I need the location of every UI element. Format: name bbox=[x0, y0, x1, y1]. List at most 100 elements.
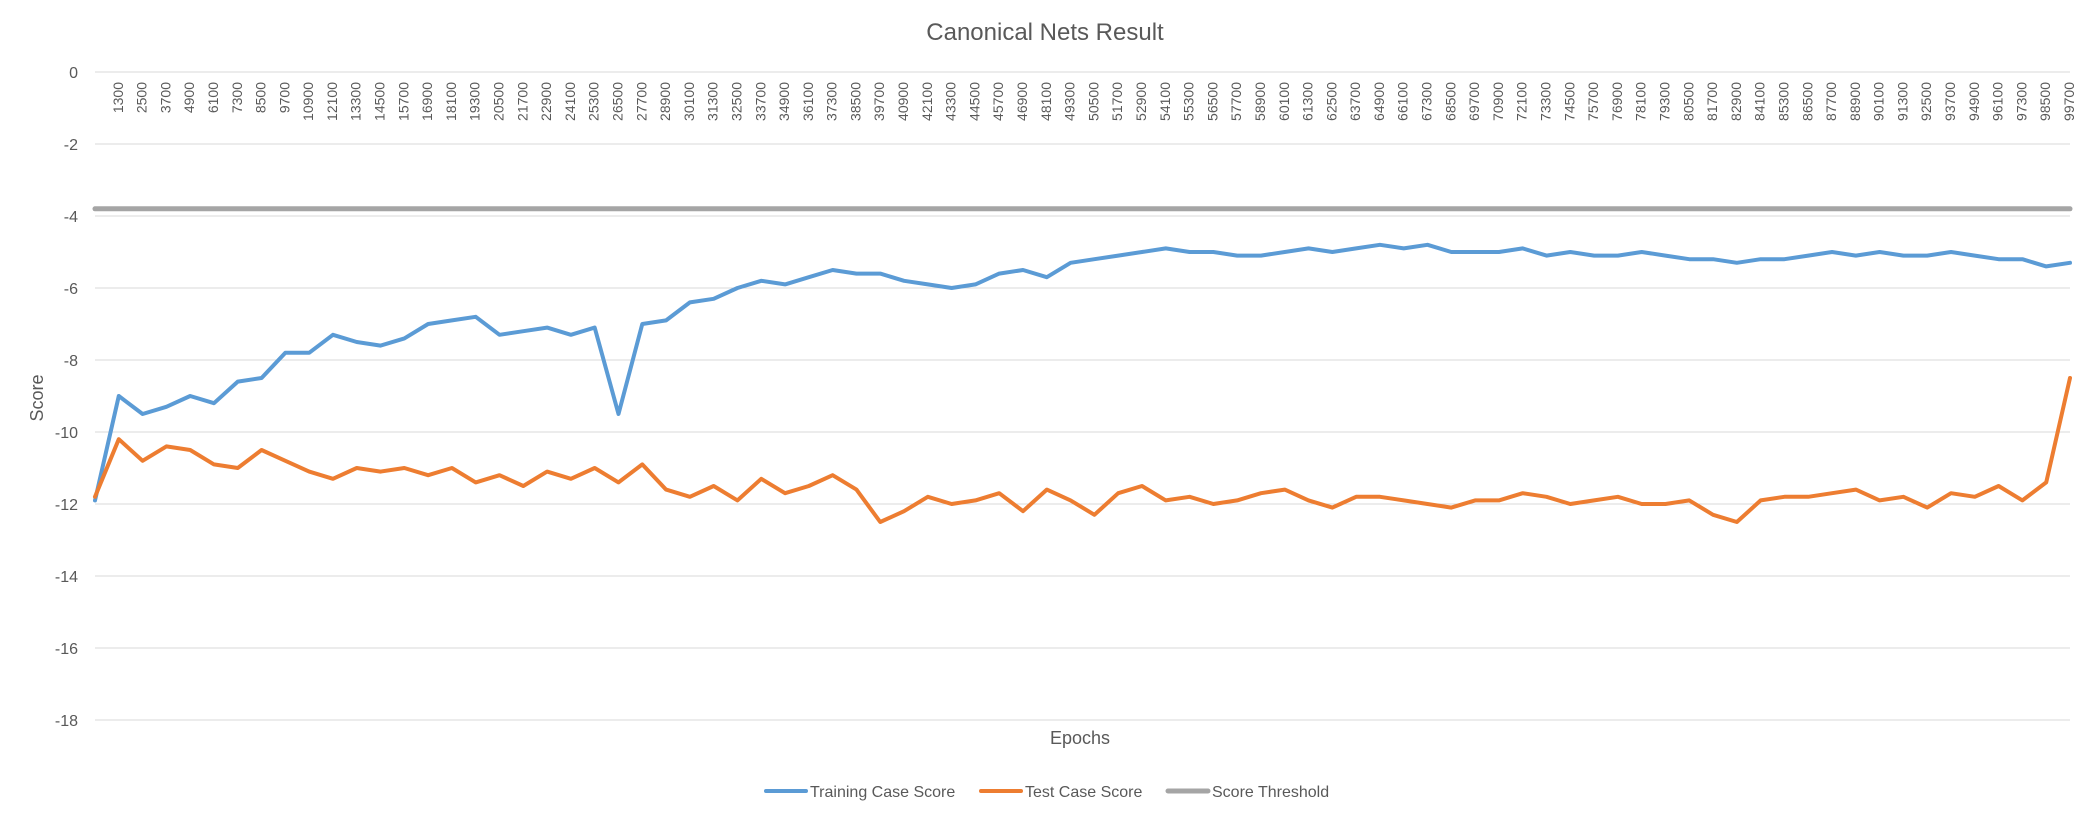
y-tick-label: -6 bbox=[64, 281, 78, 298]
x-tick-label: 30100 bbox=[681, 82, 697, 121]
x-tick-label: 62500 bbox=[1323, 82, 1339, 121]
x-tick-label: 99700 bbox=[2061, 82, 2077, 121]
x-tick-label: 52900 bbox=[1133, 82, 1149, 121]
x-tick-label: 16900 bbox=[419, 82, 435, 121]
x-tick-label: 61300 bbox=[1300, 82, 1316, 121]
x-tick-label: 93700 bbox=[1942, 82, 1958, 121]
x-tick-label: 85300 bbox=[1775, 82, 1791, 121]
x-tick-label: 4900 bbox=[181, 82, 197, 113]
x-tick-label: 39700 bbox=[871, 82, 887, 121]
x-tick-label: 9700 bbox=[276, 82, 292, 113]
x-tick-label: 42100 bbox=[919, 82, 935, 121]
y-tick-label: -8 bbox=[64, 353, 78, 370]
legend-label: Test Case Score bbox=[1025, 784, 1142, 801]
x-tick-label: 76900 bbox=[1609, 82, 1625, 121]
x-tick-label: 15700 bbox=[395, 82, 411, 121]
x-tick-label: 60100 bbox=[1276, 82, 1292, 121]
x-tick-label: 54100 bbox=[1157, 82, 1173, 121]
x-tick-label: 14500 bbox=[372, 82, 388, 121]
grid-lines bbox=[95, 71, 2070, 721]
x-tick-label: 24100 bbox=[562, 82, 578, 121]
x-tick-label: 56500 bbox=[1204, 82, 1220, 121]
x-tick-label: 32500 bbox=[728, 82, 744, 121]
x-tick-label: 26500 bbox=[609, 82, 625, 121]
legend-label: Score Threshold bbox=[1212, 784, 1329, 801]
x-tick-label: 38500 bbox=[847, 82, 863, 121]
x-tick-label: 49300 bbox=[1062, 82, 1078, 121]
x-tick-label: 7300 bbox=[229, 82, 245, 113]
x-tick-label: 48100 bbox=[1038, 82, 1054, 121]
x-tick-label: 3700 bbox=[157, 82, 173, 113]
x-tick-label: 44500 bbox=[966, 82, 982, 121]
y-tick-label: 0 bbox=[69, 65, 78, 82]
series-lines bbox=[92, 206, 2073, 524]
x-tick-label: 73300 bbox=[1538, 82, 1554, 121]
x-tick-label: 90100 bbox=[1871, 82, 1887, 121]
x-tick-label: 50500 bbox=[1085, 82, 1101, 121]
x-tick-label: 20500 bbox=[491, 82, 507, 121]
x-tick-label: 21700 bbox=[514, 82, 530, 121]
x-tick-label: 8500 bbox=[253, 82, 269, 113]
legend-label: Training Case Score bbox=[810, 784, 955, 801]
x-tick-label: 51700 bbox=[1109, 82, 1125, 121]
x-tick-label: 87700 bbox=[1823, 82, 1839, 121]
x-tick-label: 91300 bbox=[1894, 82, 1910, 121]
x-tick-label: 34900 bbox=[776, 82, 792, 121]
chart-title: Canonical Nets Result bbox=[926, 19, 1164, 46]
x-tick-label: 81700 bbox=[1704, 82, 1720, 121]
x-tick-label: 84100 bbox=[1752, 82, 1768, 121]
x-tick-label: 13300 bbox=[348, 82, 364, 121]
x-tick-label: 82900 bbox=[1728, 82, 1744, 121]
x-tick-label: 55300 bbox=[1181, 82, 1197, 121]
y-tick-label: -14 bbox=[55, 569, 78, 586]
x-tick-label: 31300 bbox=[705, 82, 721, 121]
y-tick-label: -2 bbox=[64, 137, 78, 154]
x-tick-label: 25300 bbox=[586, 82, 602, 121]
x-tick-label: 97300 bbox=[2013, 82, 2029, 121]
x-tick-label: 33700 bbox=[752, 82, 768, 121]
x-tick-label: 86500 bbox=[1799, 82, 1815, 121]
x-tick-label: 72100 bbox=[1514, 82, 1530, 121]
x-tick-label: 40900 bbox=[895, 82, 911, 121]
x-tick-label: 67300 bbox=[1419, 82, 1435, 121]
x-tick-label: 75700 bbox=[1585, 82, 1601, 121]
x-tick-label: 88900 bbox=[1847, 82, 1863, 121]
y-axis-label: Score bbox=[27, 374, 47, 421]
x-tick-label: 92500 bbox=[1918, 82, 1934, 121]
y-tick-label: -4 bbox=[64, 209, 78, 226]
x-tick-label: 1300 bbox=[110, 82, 126, 113]
x-tick-label: 69700 bbox=[1466, 82, 1482, 121]
x-tick-label: 78100 bbox=[1633, 82, 1649, 121]
x-tick-label: 70900 bbox=[1490, 82, 1506, 121]
x-tick-label: 22900 bbox=[538, 82, 554, 121]
x-axis-label: Epochs bbox=[1050, 728, 1110, 748]
x-tick-labels: 1300 2500 3700 4900 6100 7300 8500 9700 10900 121… bbox=[110, 82, 2077, 121]
x-tick-label: 43300 bbox=[943, 82, 959, 121]
y-tick-label: -12 bbox=[55, 497, 78, 514]
x-tick-label: 6100 bbox=[205, 82, 221, 113]
y-tick-label: -18 bbox=[55, 713, 78, 730]
legend: Training Case Score Test Case Score Score … bbox=[764, 784, 1329, 801]
x-tick-label: 74500 bbox=[1561, 82, 1577, 121]
x-tick-label: 96100 bbox=[1990, 82, 2006, 121]
series-line bbox=[93, 242, 2072, 503]
x-tick-label: 10900 bbox=[300, 82, 316, 121]
x-tick-label: 98500 bbox=[2037, 82, 2053, 121]
y-tick-label: -16 bbox=[55, 641, 78, 658]
x-tick-label: 63700 bbox=[1347, 82, 1363, 121]
y-tick-label: -10 bbox=[55, 425, 78, 442]
series-line bbox=[93, 376, 2072, 524]
x-tick-label: 36100 bbox=[800, 82, 816, 121]
x-tick-label: 66100 bbox=[1395, 82, 1411, 121]
x-tick-label: 28900 bbox=[657, 82, 673, 121]
x-tick-label: 58900 bbox=[1252, 82, 1268, 121]
x-tick-label: 68500 bbox=[1442, 82, 1458, 121]
x-tick-label: 64900 bbox=[1371, 82, 1387, 121]
y-tick-labels: 0 -2 -4 -6 -8 -10 -12 -14 -16 -18 bbox=[55, 65, 78, 730]
x-tick-label: 79300 bbox=[1656, 82, 1672, 121]
x-tick-label: 57700 bbox=[1228, 82, 1244, 121]
x-tick-label: 94900 bbox=[1966, 82, 1982, 121]
x-tick-label: 2500 bbox=[134, 82, 150, 113]
